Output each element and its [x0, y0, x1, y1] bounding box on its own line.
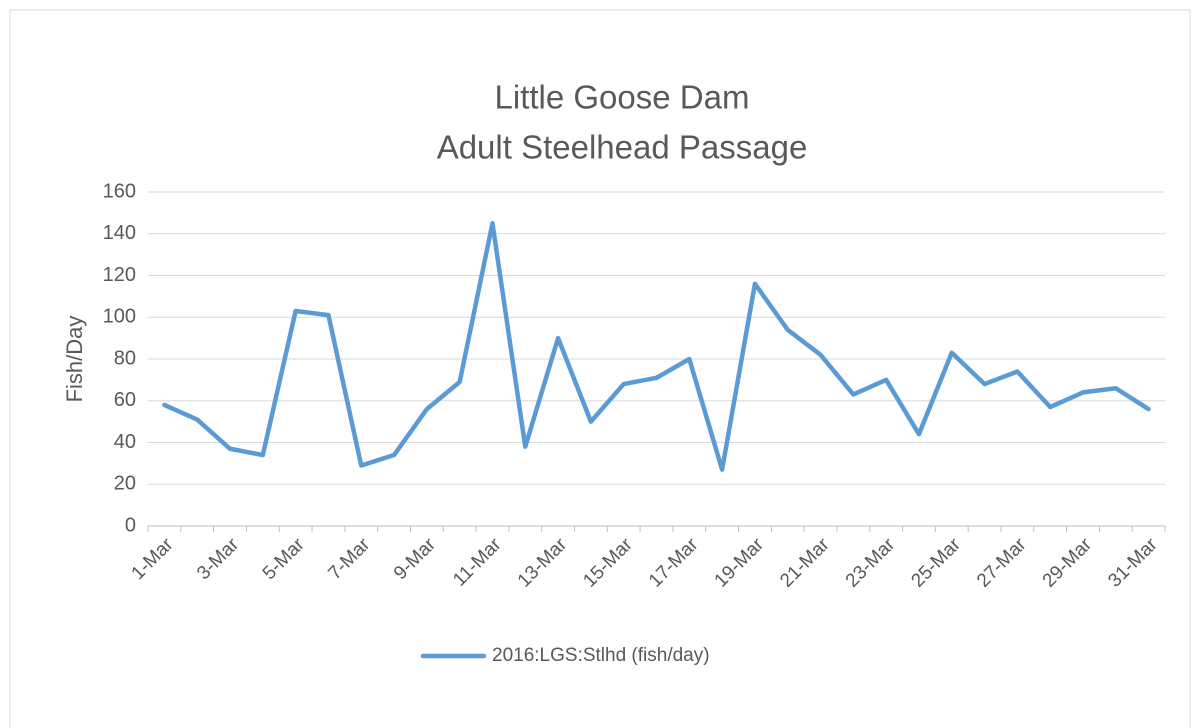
chart-title: Adult Steelhead Passage	[437, 129, 808, 166]
y-tick-label: 100	[103, 306, 136, 328]
y-axis-label: Fish/Day	[62, 316, 87, 403]
y-tick-label: 80	[114, 347, 136, 369]
y-tick-label: 40	[114, 431, 136, 453]
legend-label: 2016:LGS:Stlhd (fish/day)	[492, 645, 710, 666]
y-tick-label: 0	[125, 514, 136, 536]
y-tick-label: 120	[103, 264, 136, 286]
y-tick-label: 20	[114, 473, 136, 495]
y-tick-label: 160	[103, 180, 136, 202]
data-line	[162, 221, 1151, 472]
y-tick-label: 140	[103, 222, 136, 244]
y-tick-label: 60	[114, 389, 136, 411]
chart-title: Little Goose Dam	[495, 79, 750, 116]
chart-border	[9, 9, 1191, 728]
